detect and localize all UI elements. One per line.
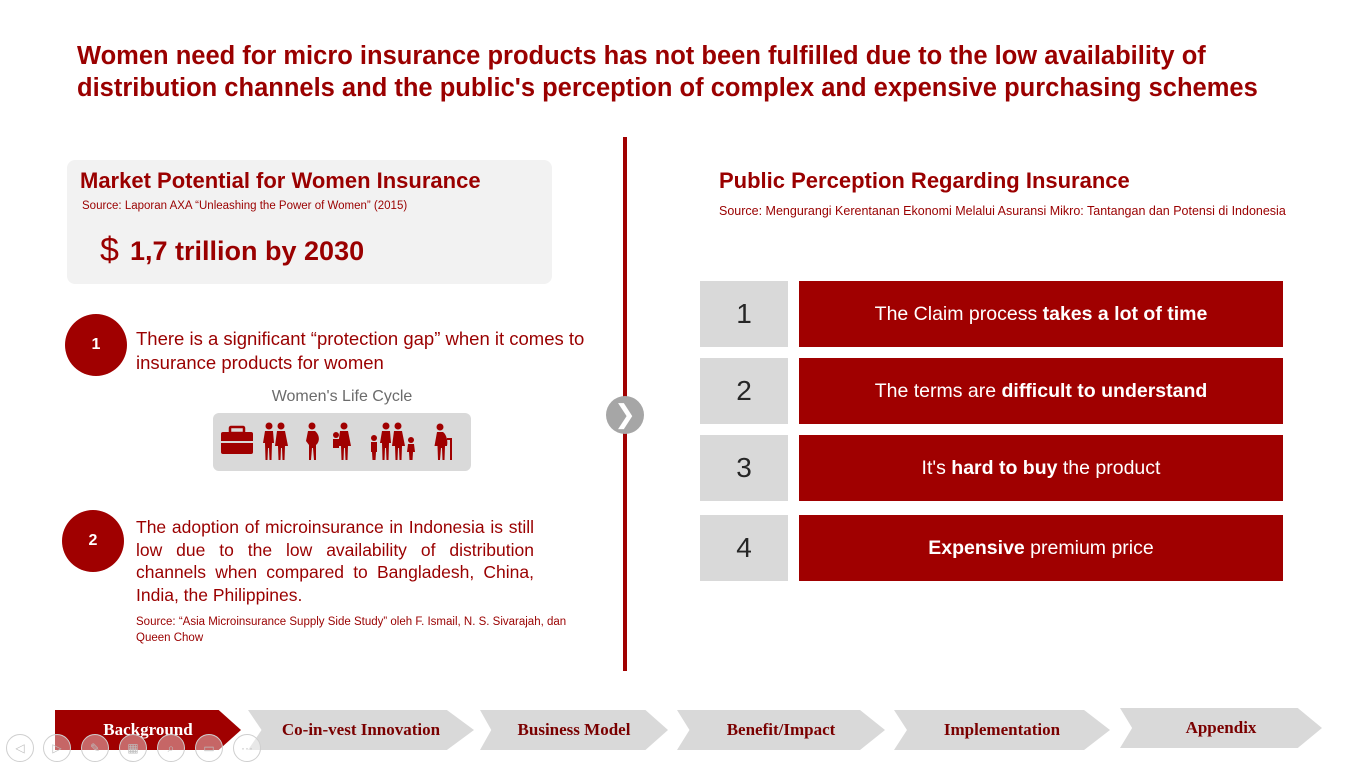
perception-number-2: 2 — [700, 358, 788, 424]
slides-grid-icon[interactable]: ▦ — [119, 734, 147, 762]
market-value: 1,7 trillion by 2030 — [130, 236, 365, 266]
perception-item-4-suffix: premium price — [1024, 536, 1154, 559]
perception-item-4-emphasis: Expensive — [928, 536, 1025, 559]
perception-item-2-text: The terms are — [874, 379, 1002, 402]
perception-heading: Public Perception Regarding Insurance — [719, 168, 1130, 193]
nav-tab-business-model[interactable]: Business Model — [480, 710, 668, 750]
perception-number-3: 3 — [700, 435, 788, 501]
point-2-text: The adoption of microinsurance in Indone… — [136, 517, 534, 605]
more-options-icon[interactable]: ··· — [233, 734, 261, 762]
perception-number-4: 4 — [700, 515, 788, 581]
perception-item-3-suffix: the product — [1057, 456, 1161, 479]
perception-item-1-emphasis: takes a lot of time — [1042, 302, 1208, 325]
market-potential-heading: Market Potential for Women Insurance — [80, 168, 481, 193]
point-number-2: 2 — [62, 510, 124, 572]
point-number-1: 1 — [65, 314, 127, 376]
couple-icon — [263, 422, 288, 460]
market-potential-panel — [67, 160, 552, 284]
slide-title: Women need for micro insurance products … — [77, 42, 1258, 102]
dollar-icon: $ — [100, 231, 119, 269]
perception-item-4: Expensive premium price — [799, 515, 1283, 581]
perception-item-2: The terms are difficult to understand — [799, 358, 1283, 424]
lifecycle-icons — [221, 422, 452, 460]
perception-item-2-emphasis: difficult to understand — [1001, 379, 1208, 402]
point-2-source: Source: “Asia Microinsurance Supply Side… — [136, 616, 567, 644]
perception-item-3: It's hard to buy the product — [799, 435, 1283, 501]
next-slide-icon[interactable]: ▷ — [43, 734, 71, 762]
mother-child-icon — [333, 422, 351, 460]
pen-icon[interactable]: ✎ — [81, 734, 109, 762]
screen-icon[interactable]: ▭ — [195, 734, 223, 762]
perception-item-3-emphasis: hard to buy — [951, 456, 1058, 479]
perception-item-1: The Claim process takes a lot of time — [799, 281, 1283, 347]
pregnant-woman-icon — [306, 422, 319, 460]
point-1-text: There is a significant “protection gap” … — [136, 328, 585, 373]
lifecycle-title: Women's Life Cycle — [271, 388, 413, 405]
perception-number-1: 1 — [700, 281, 788, 347]
nav-tab-appendix[interactable]: Appendix — [1120, 708, 1322, 748]
zoom-icon[interactable]: ⌕ — [157, 734, 185, 762]
briefcase-icon — [221, 425, 253, 454]
nav-tab-implementation[interactable]: Implementation — [894, 710, 1110, 750]
family-icon — [371, 422, 415, 460]
perception-item-3-text: It's — [921, 456, 952, 479]
nav-tab-benefit-impact[interactable]: Benefit/Impact — [677, 710, 885, 750]
previous-slide-icon[interactable]: ◁ — [6, 734, 34, 762]
chevron-right-icon[interactable]: ❯ — [606, 396, 644, 434]
perception-source: Source: Mengurangi Kerentanan Ekonomi Me… — [719, 204, 1286, 218]
market-potential-source: Source: Laporan AXA “Unleashing the Powe… — [82, 200, 408, 212]
nav-tab-co-in-vest-innovation[interactable]: Co-in-vest Innovation — [248, 710, 474, 750]
perception-item-1-text: The Claim process — [874, 302, 1043, 325]
elderly-woman-icon — [434, 423, 452, 460]
